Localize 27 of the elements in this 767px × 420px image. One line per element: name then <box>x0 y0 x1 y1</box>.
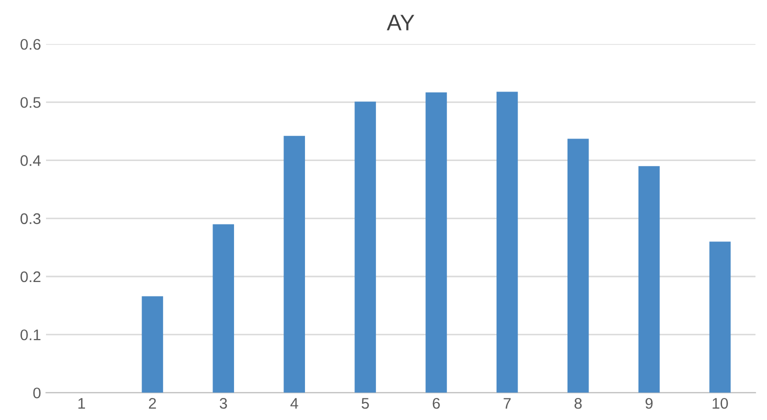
y-tick-label: 0.5 <box>20 97 41 108</box>
x-tick-label: 6 <box>432 398 440 409</box>
x-tick-label: 8 <box>574 398 582 409</box>
x-tick-label: 7 <box>504 398 511 409</box>
y-tick-label: 0.2 <box>20 271 40 282</box>
x-tick-label: 10 <box>712 398 728 409</box>
bar <box>354 102 376 393</box>
bar <box>426 92 447 393</box>
bar <box>212 224 234 393</box>
x-tick-label: 4 <box>290 398 298 409</box>
y-tick-label: 0.3 <box>20 213 40 224</box>
y-tick-label: 0 <box>33 388 41 398</box>
x-tick-label: 5 <box>362 398 369 409</box>
chart-title: AY <box>386 14 414 30</box>
bar <box>567 138 589 393</box>
bar <box>496 92 518 393</box>
y-tick-label: 0.4 <box>20 155 41 166</box>
x-tick-label: 1 <box>78 398 85 409</box>
bar <box>709 242 731 393</box>
x-tick-label: 2 <box>148 398 156 409</box>
y-tick-label: 0.6 <box>20 38 40 50</box>
y-tick-label: 0.1 <box>20 329 40 340</box>
x-tick-label: 9 <box>646 398 653 409</box>
x-tick-label: 3 <box>220 398 227 409</box>
bar <box>142 296 164 393</box>
bar <box>284 136 305 393</box>
bar <box>638 166 660 393</box>
